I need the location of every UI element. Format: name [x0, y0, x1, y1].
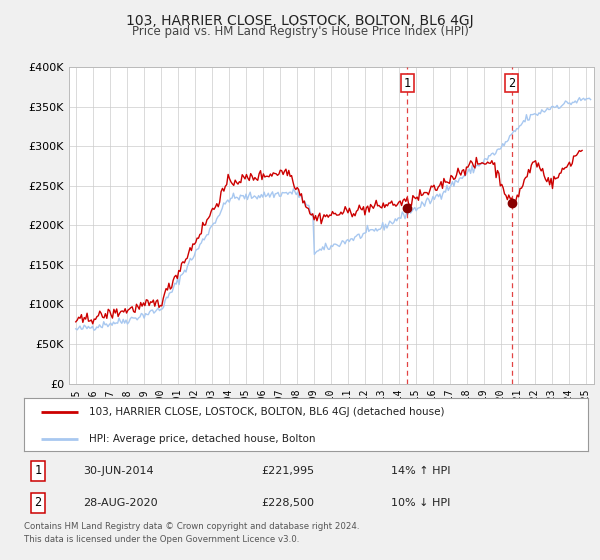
Text: Price paid vs. HM Land Registry's House Price Index (HPI): Price paid vs. HM Land Registry's House … [131, 25, 469, 38]
Text: 1: 1 [35, 464, 41, 477]
Text: 28-AUG-2020: 28-AUG-2020 [83, 498, 158, 508]
Text: 1: 1 [404, 77, 410, 90]
Text: £228,500: £228,500 [261, 498, 314, 508]
Text: HPI: Average price, detached house, Bolton: HPI: Average price, detached house, Bolt… [89, 434, 316, 444]
Text: Contains HM Land Registry data © Crown copyright and database right 2024.: Contains HM Land Registry data © Crown c… [24, 522, 359, 531]
Text: 30-JUN-2014: 30-JUN-2014 [83, 466, 154, 476]
Text: 2: 2 [35, 496, 41, 510]
Text: 10% ↓ HPI: 10% ↓ HPI [391, 498, 450, 508]
Text: 103, HARRIER CLOSE, LOSTOCK, BOLTON, BL6 4GJ: 103, HARRIER CLOSE, LOSTOCK, BOLTON, BL6… [126, 14, 474, 28]
Text: 2: 2 [508, 77, 515, 90]
Text: 103, HARRIER CLOSE, LOSTOCK, BOLTON, BL6 4GJ (detached house): 103, HARRIER CLOSE, LOSTOCK, BOLTON, BL6… [89, 408, 445, 418]
Text: This data is licensed under the Open Government Licence v3.0.: This data is licensed under the Open Gov… [24, 534, 299, 544]
Text: 14% ↑ HPI: 14% ↑ HPI [391, 466, 450, 476]
Text: £221,995: £221,995 [261, 466, 314, 476]
